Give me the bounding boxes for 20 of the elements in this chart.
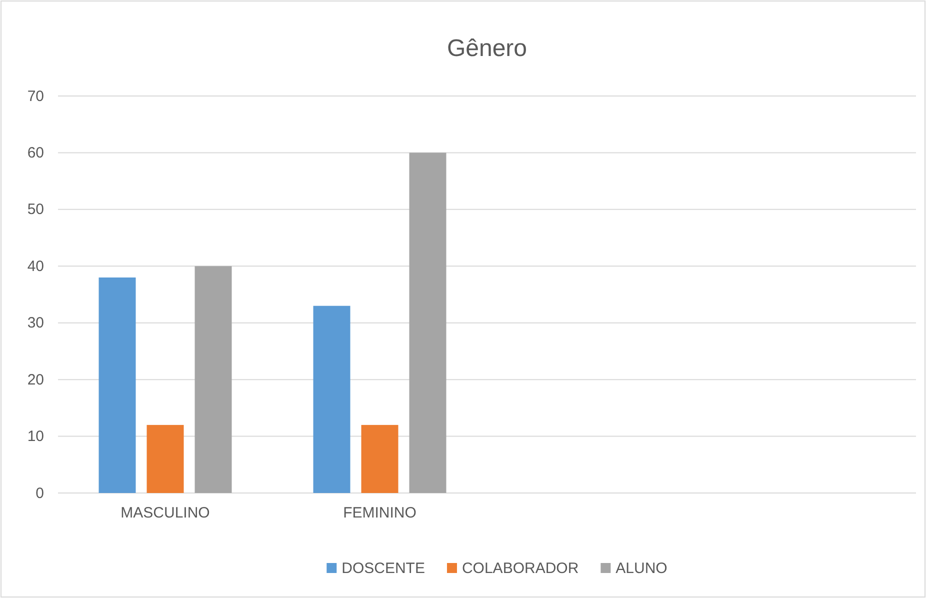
bar (313, 306, 350, 493)
y-tick-label: 30 (27, 314, 44, 332)
legend-label: COLABORADOR (462, 560, 579, 577)
bar (146, 424, 184, 493)
legend-label: ALUNO (616, 560, 668, 577)
bar (361, 424, 398, 493)
y-tick-label: 0 (36, 484, 44, 502)
legend-label: DOSCENTE (342, 560, 425, 577)
bar (409, 152, 446, 493)
x-tick-label: MASCULINO (120, 504, 210, 522)
y-tick-label: 70 (27, 88, 44, 105)
bar (194, 266, 232, 493)
y-tick-label: 10 (27, 428, 44, 446)
y-tick-label: 40 (27, 258, 44, 275)
x-tick-label: FEMININO (343, 504, 416, 522)
bar (98, 277, 136, 493)
y-tick-label: 60 (27, 144, 44, 162)
y-tick-label: 50 (27, 201, 44, 218)
y-tick-label: 20 (27, 371, 44, 388)
chart-title: Gênero (446, 35, 528, 62)
